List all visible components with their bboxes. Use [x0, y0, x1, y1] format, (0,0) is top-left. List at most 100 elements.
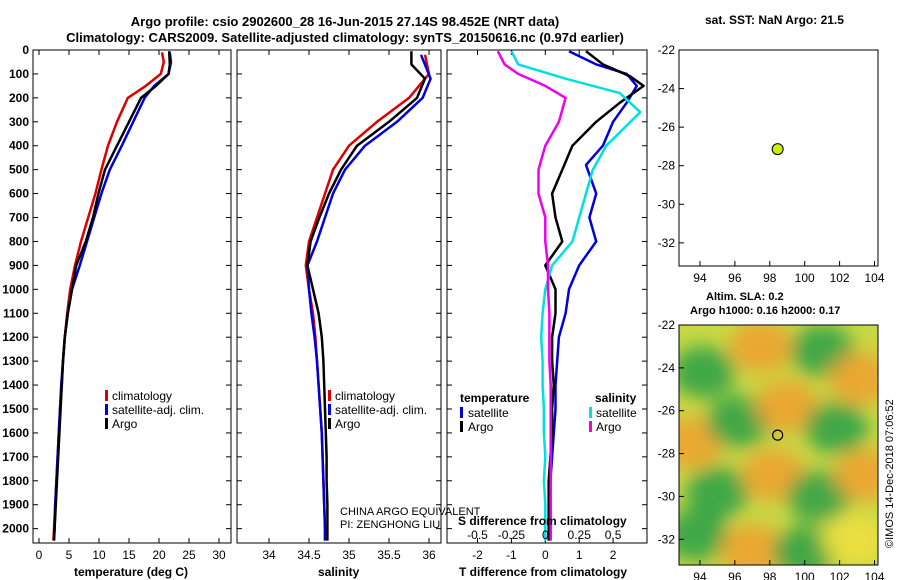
temperature-frame — [32, 49, 232, 544]
temperature-panel: 0100200300400500600700800900100011001200… — [2, 43, 232, 562]
equivalent-note: CHINA ARGO EQUIVALENT — [340, 506, 481, 518]
lat-tick-label: -22 — [658, 318, 676, 332]
x-tick-label: 34 — [262, 548, 276, 562]
top-tick-label: 0.5 — [605, 528, 622, 542]
x-tick-label: 36 — [422, 548, 436, 562]
legend-title-salinity: salinity — [595, 391, 637, 405]
depth-tick-label: 1200 — [2, 330, 29, 344]
argo-location-ring — [772, 429, 784, 441]
depth-tick-label: 1400 — [2, 378, 29, 392]
legend-swatch — [589, 407, 592, 418]
x-tick-label: 1 — [576, 548, 583, 562]
lat-tick-label: -22 — [658, 43, 676, 57]
depth-tick-label: 300 — [9, 115, 29, 129]
difference-xlabel-top: S difference from climatology — [458, 514, 627, 528]
sla-blob — [706, 395, 771, 448]
depth-tick-label: 1500 — [2, 402, 29, 416]
legend-label: satellite-adj. clim. — [335, 403, 427, 417]
legend-swatch — [460, 421, 463, 432]
pi-note: PI: ZENGHONG LIU — [340, 519, 440, 531]
sla-map-panel: 94 96 98 100 102 104 -22 -24 -26 -28 -30 -32 — [658, 318, 885, 580]
lon-tick-label: 94 — [693, 570, 707, 580]
lon-tick-label: 96 — [728, 570, 742, 580]
depth-tick-label: 100 — [9, 67, 29, 81]
argo-location-marker — [771, 143, 784, 156]
sla-title-line2: Argo h1000: 0.16 h2000: 0.17 — [690, 305, 840, 317]
depth-tick-label: 1900 — [2, 498, 29, 512]
sla-blob — [755, 380, 820, 433]
lat-tick-label: -32 — [658, 532, 676, 546]
lat-tick-label: -24 — [658, 361, 676, 375]
lon-tick-label: 102 — [830, 570, 850, 580]
x-tick-label: 34.5 — [297, 548, 321, 562]
series-satellite-adj-clim- — [306, 54, 432, 541]
x-tick-label: 35.5 — [377, 548, 401, 562]
depth-tick-label: 200 — [9, 91, 29, 105]
legend-label: satellite-adj. clim. — [112, 403, 204, 417]
lat-tick-label: -30 — [658, 489, 676, 503]
depth-tick-label: 400 — [9, 139, 29, 153]
legend-label: Argo — [335, 417, 361, 431]
legend-swatch — [105, 404, 108, 415]
depth-tick-label: 600 — [9, 187, 29, 201]
depth-tick-label: 700 — [9, 211, 29, 225]
depth-tick-label: 1300 — [2, 354, 29, 368]
top-tick-label: 0.25 — [568, 528, 592, 542]
lat-tick-label: -28 — [658, 159, 676, 173]
sla-blob — [729, 325, 794, 373]
x-tick-label: 35 — [342, 548, 356, 562]
top-tick-label: 0 — [542, 528, 549, 542]
depth-tick-label: 1700 — [2, 450, 29, 464]
x-tick-label: -1 — [506, 548, 517, 562]
depth-tick-label: 0 — [22, 43, 29, 57]
legend-label: climatology — [112, 389, 172, 403]
series-argo — [306, 51, 427, 541]
sla_map-frame — [678, 324, 879, 566]
top-tick-label: -0.5 — [467, 528, 488, 542]
top-tick-label: -0.25 — [498, 528, 526, 542]
sla-blob — [786, 470, 851, 523]
lat-tick-label: -24 — [658, 82, 676, 96]
salinity-frame — [236, 49, 442, 544]
sst_map-frame — [678, 49, 879, 267]
lat-tick-label: -28 — [658, 447, 676, 461]
lon-tick-label: 98 — [763, 570, 777, 580]
legend-swatch — [105, 418, 108, 429]
sla-blob — [679, 509, 729, 561]
legend-swatch — [460, 407, 463, 418]
x-tick-label: 20 — [152, 548, 166, 562]
series-salinity-satellite — [510, 50, 642, 541]
lon-tick-label: 100 — [795, 271, 815, 285]
title-line1: Argo profile: csio 2902600_28 16-Jun-201… — [131, 14, 559, 29]
legend-swatch — [105, 390, 108, 401]
salinity-panel: 34 34.5 35 35.5 36 climatologysatellite-adj. … — [236, 49, 442, 562]
x-tick-label: 25 — [182, 548, 196, 562]
title-line2: Climatology: CARS2009. Satellite-adjuste… — [66, 30, 624, 45]
lon-tick-label: 102 — [830, 271, 850, 285]
legend-label: Argo — [112, 417, 138, 431]
lon-tick-label: 104 — [864, 271, 884, 285]
difference-xlabel: T difference from climatology — [459, 565, 627, 579]
legend-swatch — [589, 421, 592, 432]
legend-swatch — [328, 404, 331, 415]
legend-label: satellite — [468, 406, 509, 420]
x-tick-label: 10 — [92, 548, 106, 562]
sla-blob — [679, 346, 736, 399]
sla-blob — [685, 466, 750, 519]
legend-label: Argo — [596, 420, 622, 434]
depth-tick-label: 900 — [9, 258, 29, 272]
sla-blob — [804, 401, 869, 454]
sla-blob — [828, 352, 878, 405]
lon-tick-label: 96 — [728, 271, 742, 285]
lat-tick-label: -32 — [658, 236, 676, 250]
sst-map-title: sat. SST: NaN Argo: 21.5 — [705, 13, 844, 27]
lon-tick-label: 94 — [693, 271, 707, 285]
x-tick-label: 2 — [610, 548, 617, 562]
x-tick-label: -2 — [472, 548, 483, 562]
sla-blob — [821, 513, 878, 565]
difference-panel: -2 -1 0 1 2 -0.5 -0.25 0 0.25 0.5 temperature salin… — [446, 49, 648, 562]
imos-stamp: ©IMOS 14-Dec-2018 07:06:52 — [884, 399, 896, 548]
lat-tick-label: -30 — [658, 197, 676, 211]
sla-field-blurred — [679, 325, 878, 565]
